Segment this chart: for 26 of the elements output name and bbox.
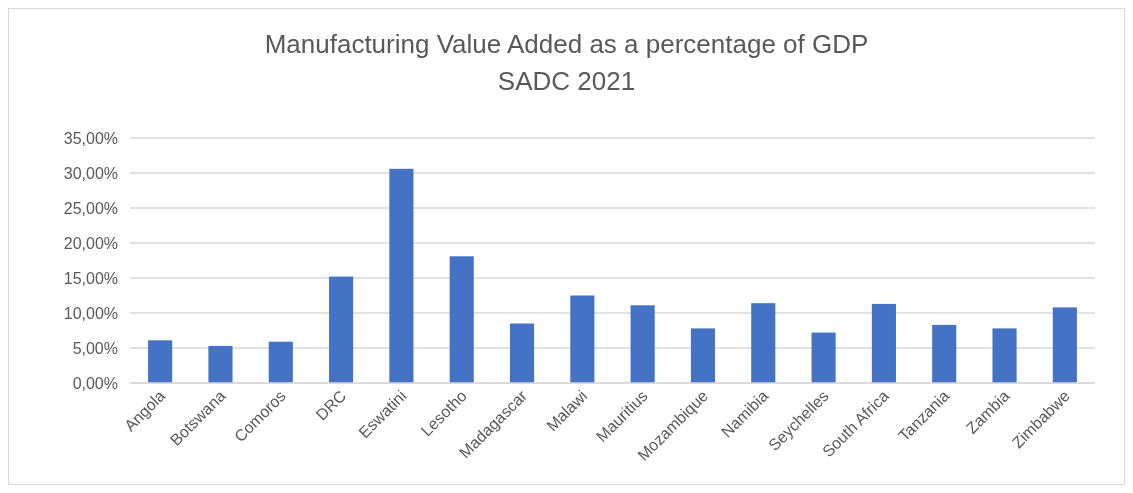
y-tick-label: 15,00% [63, 269, 118, 287]
bar [509, 323, 535, 383]
bar [570, 295, 595, 383]
bar [208, 345, 233, 383]
y-tick-label: 30,00% [63, 164, 118, 182]
chart-subtitle: SADC 2021 [497, 66, 636, 96]
bar [449, 256, 474, 383]
bar [1052, 307, 1077, 383]
bar [992, 328, 1017, 383]
bar [751, 303, 776, 383]
chart-title: Manufacturing Value Added as a percentage of GDP [264, 29, 869, 59]
bar [690, 328, 716, 383]
bar [811, 332, 836, 383]
y-tick-label: 0,00% [72, 374, 118, 392]
y-tick-label: 25,00% [63, 199, 118, 217]
y-tick-label: 10,00% [63, 304, 118, 322]
bar [389, 168, 414, 383]
bar [148, 340, 173, 383]
bar [932, 324, 957, 383]
bar [268, 341, 293, 383]
y-tick-label: 20,00% [63, 234, 118, 252]
y-tick-label: 35,00% [63, 129, 118, 147]
bar [871, 303, 896, 383]
y-tick-label: 5,00% [72, 339, 118, 357]
bar [329, 276, 354, 383]
bar [630, 305, 655, 383]
